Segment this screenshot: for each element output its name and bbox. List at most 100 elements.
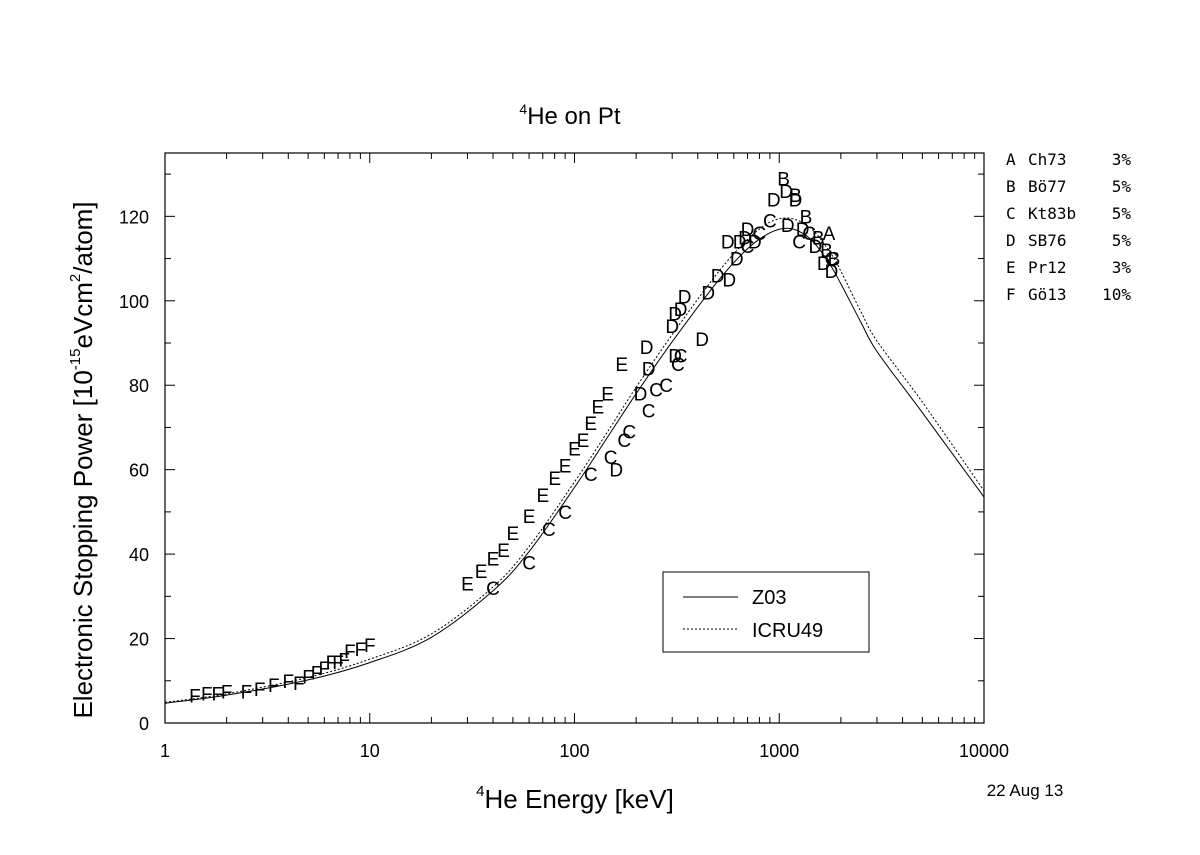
y-tick-label: 20 <box>129 630 149 650</box>
legend-box <box>662 571 870 653</box>
dataset-key-error: 10% <box>1102 285 1131 304</box>
data-point-d: D <box>733 233 747 254</box>
y-tick-label: 40 <box>129 545 149 565</box>
data-point-d: D <box>640 338 654 359</box>
data-point-d: D <box>609 461 623 482</box>
data-points: ABBBBBBCCCCCCCCCCCCCCCCCCCDDDDDDDDDDDDDD… <box>189 169 840 707</box>
data-point-c: C <box>671 355 685 376</box>
data-point-f: F <box>319 659 331 680</box>
y-tick-label: 60 <box>129 461 149 481</box>
data-point-d: D <box>722 271 736 292</box>
data-point-c: C <box>825 250 839 271</box>
y-tick-label: 0 <box>139 714 149 734</box>
data-point-d: D <box>701 283 715 304</box>
data-point-e: E <box>507 524 520 545</box>
dataset-key-source: Ch73 <box>1028 150 1067 169</box>
dataset-key-letter: F <box>1006 285 1016 304</box>
dataset-key-error: 5% <box>1112 204 1132 223</box>
data-point-c: C <box>542 520 556 541</box>
data-point-d: D <box>741 220 755 241</box>
data-point-d: D <box>642 359 656 380</box>
legend: Z03 ICRU49 <box>662 571 870 653</box>
data-point-c: C <box>558 503 572 524</box>
dataset-key-error: 3% <box>1112 258 1132 277</box>
y-axis-label-square: 2 <box>67 274 84 282</box>
data-point-c: C <box>753 224 767 245</box>
data-point-c: C <box>622 423 636 444</box>
x-axis-label-superscript: 4 <box>476 783 484 800</box>
data-point-d: D <box>767 190 781 211</box>
y-axis-tick-labels: 0 20 40 60 80 100 120 <box>119 207 149 734</box>
x-axis-ticks <box>164 153 985 723</box>
data-point-c: C <box>792 233 806 254</box>
data-point-e: E <box>584 414 597 435</box>
dataset-key: A Ch73 3% B Bö77 5% C Kt83b 5% D SB76 5% E Pr12 3% F Gö1… <box>1006 150 1131 304</box>
data-point-f: F <box>241 682 253 703</box>
x-tick-label: 1000 <box>759 741 799 761</box>
y-axis-label-exponent: -15 <box>67 349 84 371</box>
data-point-b: B <box>789 186 802 207</box>
data-point-d: D <box>711 266 725 287</box>
dataset-key-letter: E <box>1006 258 1016 277</box>
dataset-key-error: 5% <box>1112 231 1132 250</box>
data-point-c: C <box>659 376 673 397</box>
dataset-key-source: SB76 <box>1028 231 1067 250</box>
data-point-d: D <box>668 347 682 368</box>
dataset-key-letter: C <box>1006 204 1016 223</box>
data-point-e: E <box>475 562 488 583</box>
data-point-c: C <box>741 237 755 258</box>
data-point-d: D <box>738 228 752 249</box>
dataset-key-letter: D <box>1006 231 1016 250</box>
curve-icru49 <box>164 217 985 703</box>
data-point-e: E <box>497 541 510 562</box>
dataset-key-source: Gö13 <box>1028 285 1067 304</box>
x-tick-label: 100 <box>559 741 589 761</box>
y-axis-label-mid: eVcm <box>68 282 98 348</box>
data-point-b: B <box>812 228 825 249</box>
data-point-c: C <box>674 347 688 368</box>
legend-label-z03: Z03 <box>752 587 786 609</box>
data-point-b: B <box>828 250 841 271</box>
data-point-e: E <box>536 486 549 507</box>
curves <box>164 217 985 704</box>
data-point-d: D <box>779 182 793 203</box>
data-point-f: F <box>201 684 213 705</box>
data-point-d: D <box>789 190 803 211</box>
data-point-c: C <box>642 402 656 423</box>
data-point-f: F <box>364 636 376 657</box>
data-point-d: D <box>721 233 735 254</box>
x-axis-label-text: He Energy [keV] <box>485 784 674 814</box>
data-point-e: E <box>568 440 581 461</box>
chart-title-superscript: 4 <box>519 101 527 117</box>
data-point-c: C <box>763 212 777 233</box>
y-axis-label-main: Electronic Stopping Power [10 <box>68 370 98 718</box>
data-point-d: D <box>634 385 648 406</box>
data-point-f: F <box>326 653 338 674</box>
data-point-a: A <box>823 224 836 245</box>
legend-label-icru49: ICRU49 <box>752 620 823 642</box>
dataset-key-letter: A <box>1006 150 1016 169</box>
data-point-e: E <box>615 355 628 376</box>
x-tick-label: 10000 <box>959 741 1009 761</box>
data-point-d: D <box>674 300 688 321</box>
data-point-f: F <box>338 651 350 672</box>
data-point-b: B <box>777 169 790 190</box>
data-point-d: D <box>825 262 839 283</box>
dataset-key-source: Kt83b <box>1028 204 1076 223</box>
data-point-d: D <box>665 317 679 338</box>
data-point-d: D <box>817 254 831 275</box>
x-tick-label: 1 <box>160 741 170 761</box>
dataset-key-source: Pr12 <box>1028 258 1067 277</box>
data-point-c: C <box>617 431 631 452</box>
chart-title-text: He on Pt <box>527 103 621 130</box>
data-point-e: E <box>601 385 614 406</box>
data-point-d: D <box>695 330 709 351</box>
dataset-key-error: 3% <box>1112 150 1132 169</box>
data-point-b: B <box>820 241 833 262</box>
dataset-key-letter: B <box>1006 177 1016 196</box>
data-point-d: D <box>808 237 822 258</box>
data-point-e: E <box>548 469 561 490</box>
data-point-d: D <box>796 220 810 241</box>
data-point-d: D <box>748 233 762 254</box>
